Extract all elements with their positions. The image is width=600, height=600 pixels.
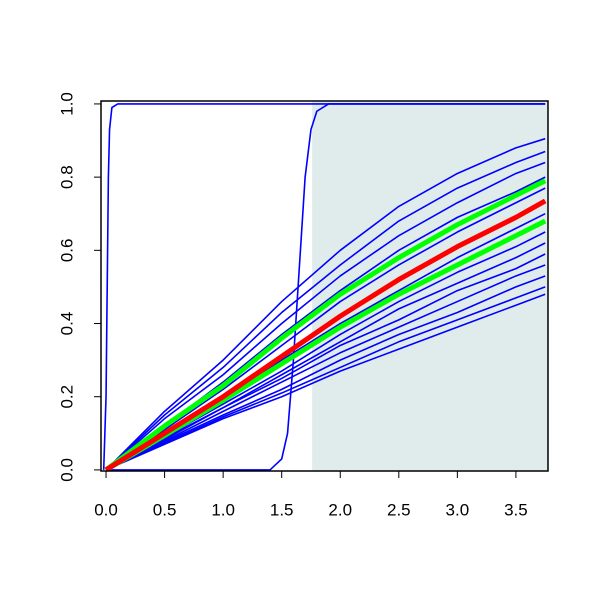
curve [105,286,546,471]
plot-area [102,101,548,471]
x-tick-label: 2.5 [387,500,411,519]
y-tick-label: 0.2 [57,385,76,409]
curve [105,150,546,471]
curve [106,103,546,471]
curve [105,264,546,471]
curve [105,242,546,471]
curve [105,187,546,471]
x-tick-label: 2.0 [328,500,352,519]
x-tick-label: 3.5 [504,500,528,519]
y-tick-label: 0.4 [57,312,76,336]
curve [105,275,546,471]
x-tick-label: 1.0 [211,500,235,519]
plot-frame [100,100,549,472]
y-tick-label: 0.6 [57,238,76,262]
y-tick-label: 1.0 [57,92,76,116]
x-tick-label: 3.0 [446,500,470,519]
y-tick-label: 0.8 [57,165,76,189]
curve [102,103,546,470]
curve [105,161,546,471]
curve [104,198,547,471]
y-tick-label: 0.0 [57,458,76,482]
x-tick-label: 0.0 [94,500,118,519]
curve [105,137,546,471]
curve [105,293,546,471]
curve [104,178,547,471]
curve [105,253,546,471]
axes: 0.0 0.5 1.0 1.5 2.0 2.5 3.0 3.5 0.0 0.2 0.4 0.6 0.8 1… [57,92,527,519]
x-tick-label: 0.5 [153,500,177,519]
x-tick-label: 1.5 [270,500,294,519]
